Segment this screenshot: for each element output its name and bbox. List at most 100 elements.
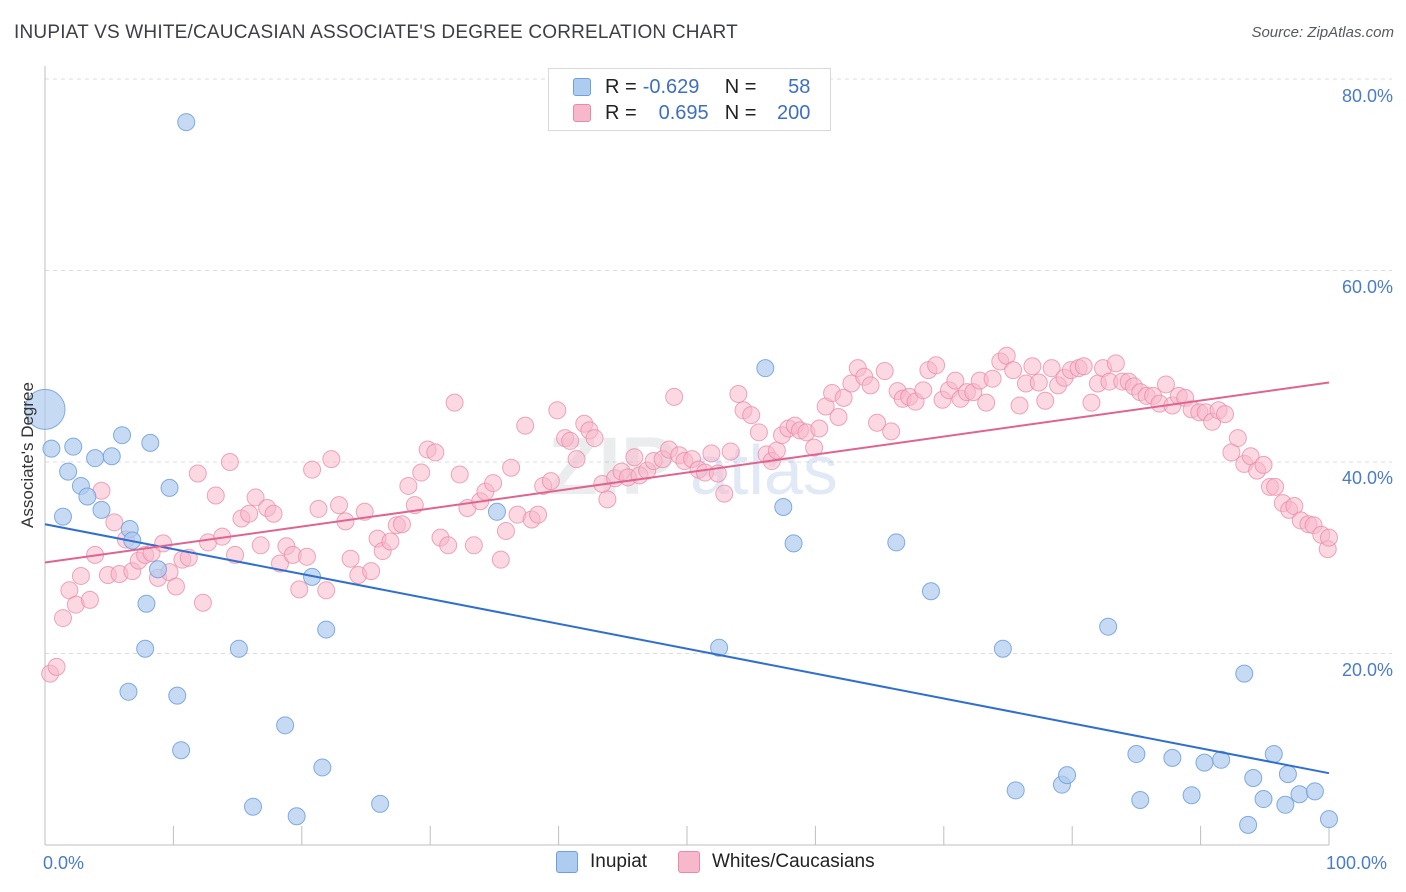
inupiat-point	[1320, 810, 1338, 829]
inupiat-swatch	[556, 851, 578, 873]
whites-point	[309, 499, 328, 518]
whites-point	[484, 474, 503, 493]
whites-point	[330, 496, 349, 515]
inupiat-point	[64, 437, 83, 456]
whites-swatch	[573, 104, 591, 122]
whites-point	[226, 545, 245, 564]
inupiat-point	[172, 741, 191, 760]
y-axis-title: Associate's Degree	[18, 382, 37, 528]
legend-label: Whites/Caucasians	[712, 851, 875, 872]
whites-point	[749, 423, 768, 442]
whites-point	[875, 362, 894, 381]
inupiat-point	[1244, 768, 1263, 787]
inupiat-point	[148, 560, 167, 579]
whites-point	[341, 549, 360, 568]
whites-swatch	[678, 851, 700, 873]
n-label: N =	[724, 75, 757, 98]
inupiat-point	[1254, 790, 1273, 809]
whites-point	[1156, 375, 1175, 394]
inupiat-point	[1264, 745, 1283, 764]
whites-point	[496, 521, 515, 540]
whites-point	[439, 536, 458, 555]
whites-point	[105, 513, 124, 532]
r-label: R =	[605, 75, 637, 98]
trend-lines	[44, 381, 1330, 775]
inupiat-point	[160, 478, 179, 497]
whites-point	[882, 422, 901, 441]
inupiat-point	[1163, 748, 1182, 767]
whites-point	[362, 562, 381, 581]
whites-point	[946, 371, 965, 390]
inupiat-point	[313, 758, 332, 777]
whites-point	[861, 376, 880, 395]
r-label: R =	[605, 101, 637, 124]
inupiat-point	[1276, 795, 1295, 814]
r-value: 0.695	[658, 101, 709, 124]
whites-point	[1042, 359, 1061, 378]
whites-point	[567, 450, 586, 469]
whites-point	[381, 532, 400, 551]
whites-point	[491, 550, 510, 569]
whites-point	[322, 450, 341, 469]
legend-row-inupiat: R = -0.629 N = 58	[573, 74, 810, 100]
y-tick-label: 80.0%	[1341, 86, 1393, 106]
whites-point	[529, 505, 548, 524]
inupiat-point	[756, 359, 775, 378]
inupiat-point	[177, 113, 196, 132]
whites-point	[1036, 391, 1055, 410]
inupiat-swatch	[573, 78, 591, 96]
legend-row-whites: R = 0.695 N = 200	[573, 100, 810, 126]
x-tick-label: 0.0%	[43, 853, 85, 873]
inupiat-point	[710, 638, 729, 657]
inupiat-point	[42, 439, 61, 458]
whites-point	[297, 547, 316, 566]
inupiat-trend-line	[44, 523, 1330, 775]
whites-point	[1106, 354, 1125, 373]
whites-point	[154, 534, 173, 553]
inupiat-point	[1058, 766, 1077, 785]
whites-point	[598, 490, 617, 509]
whites-point	[240, 504, 259, 523]
inupiat-point	[24, 388, 66, 430]
x-tick-label: 100.0%	[1326, 853, 1388, 873]
inupiat-point	[774, 498, 793, 517]
whites-point	[270, 554, 289, 573]
inupiat-point	[113, 426, 132, 445]
r-value: -0.629	[642, 75, 700, 98]
inupiat-point	[59, 462, 78, 481]
whites-point	[977, 393, 996, 412]
whites-point	[729, 385, 748, 404]
inupiat-point	[1131, 790, 1150, 809]
whites-point	[561, 431, 580, 450]
inupiat-point	[136, 639, 155, 658]
whites-point	[1004, 361, 1023, 380]
whites-point	[80, 590, 99, 609]
inupiat-point	[1195, 753, 1214, 772]
whites-point	[715, 484, 734, 503]
whites-point	[246, 488, 265, 507]
whites-point	[290, 580, 309, 599]
inupiat-point	[887, 533, 906, 552]
whites-point	[303, 460, 322, 479]
y-tick-label: 40.0%	[1341, 468, 1393, 488]
whites-point	[1228, 429, 1247, 448]
inupiat-point	[1305, 782, 1324, 801]
whites-point	[829, 407, 848, 426]
y-tick-label: 20.0%	[1341, 660, 1393, 680]
n-label: N =	[724, 101, 757, 124]
whites-point	[868, 413, 887, 432]
inupiat-point	[137, 594, 156, 613]
inupiat-point	[317, 620, 336, 639]
whites-point	[53, 609, 72, 628]
whites-point	[983, 369, 1002, 388]
whites-point	[767, 441, 786, 460]
whites-point	[1082, 393, 1101, 412]
legend-label: Inupiat	[590, 851, 648, 872]
inupiat-point	[921, 582, 940, 601]
inupiat-point	[487, 502, 506, 521]
whites-points	[41, 346, 1338, 683]
whites-point	[1029, 373, 1048, 392]
whites-point	[665, 387, 684, 406]
whites-point	[548, 401, 567, 420]
whites-point	[805, 438, 824, 457]
